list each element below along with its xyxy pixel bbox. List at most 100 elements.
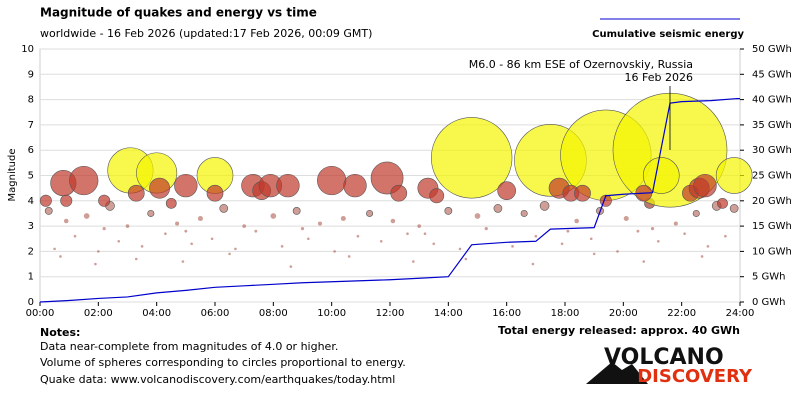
y-tick-label: 0 <box>28 297 34 308</box>
annotation: 16 Feb 2026 <box>625 71 693 84</box>
logo-text: DISCOVERY <box>637 366 753 387</box>
quake <box>623 215 629 222</box>
quake <box>692 209 700 217</box>
quake <box>724 234 727 238</box>
y2-tick-label: 35 GWh <box>752 120 792 131</box>
logo-text: VOLCANO <box>604 345 724 370</box>
quake <box>317 221 323 226</box>
x-tick-label: 02:00 <box>84 308 113 319</box>
quake <box>520 209 528 217</box>
quake <box>539 201 550 211</box>
quake <box>406 232 409 235</box>
quake <box>280 245 284 248</box>
total-energy: Total energy released: approx. 40 GWh <box>498 324 740 337</box>
quake <box>317 165 347 196</box>
y2-tick-label: 15 GWh <box>752 221 792 232</box>
x-tick-label: 10:00 <box>317 308 346 319</box>
quake <box>147 209 155 217</box>
quake <box>340 215 346 222</box>
quake <box>493 204 503 213</box>
quake <box>165 197 177 209</box>
x-tick-label: 24:00 <box>726 308 755 319</box>
quake <box>566 229 570 233</box>
quake <box>333 250 336 253</box>
y2-tick-label: 20 GWh <box>752 196 792 207</box>
quake <box>97 250 100 253</box>
quake <box>589 237 593 241</box>
quake <box>149 177 171 199</box>
legend-label: Cumulative seismic energy <box>592 29 744 40</box>
quake <box>650 227 655 231</box>
x-tick-label: 08:00 <box>259 308 288 319</box>
quake <box>642 260 646 263</box>
quake <box>706 245 710 248</box>
x-tick-label: 20:00 <box>609 308 638 319</box>
y-tick-label: 10 <box>21 44 34 55</box>
quake <box>181 260 185 263</box>
quake <box>390 184 408 202</box>
quake <box>242 224 246 228</box>
quake <box>534 234 538 238</box>
quake <box>184 229 188 233</box>
quake <box>292 207 301 215</box>
quake <box>379 239 383 243</box>
quake <box>458 247 462 251</box>
y-tick-label: 9 <box>28 69 34 80</box>
quake <box>307 237 310 241</box>
quake <box>228 252 231 256</box>
y-tick-label: 8 <box>28 95 34 106</box>
annotation: M6.0 - 86 km ESE of Ozernovskiy, Russia <box>469 58 693 71</box>
quake <box>270 213 277 219</box>
quake <box>289 265 293 268</box>
y-tick-label: 1 <box>28 272 34 283</box>
quake <box>715 157 753 194</box>
quake <box>474 213 481 219</box>
quake <box>484 227 488 231</box>
quake <box>44 207 53 215</box>
quake <box>560 242 564 246</box>
quake <box>616 250 619 253</box>
energy-line <box>39 97 740 303</box>
x-tick-label: 12:00 <box>376 308 405 319</box>
y2-tick-label: 50 GWh <box>752 44 792 55</box>
quake <box>366 209 374 217</box>
y-tick-label: 3 <box>28 221 34 232</box>
notes-title: Notes: <box>40 326 80 339</box>
quake <box>574 184 591 202</box>
y-axis-label: Magnitude <box>7 149 18 202</box>
quake <box>174 173 198 198</box>
chart-subtitle: worldwide - 16 Feb 2026 (updated:17 Feb … <box>40 27 372 40</box>
x-tick-label: 06:00 <box>201 308 230 319</box>
quake <box>197 215 203 222</box>
note: Volume of spheres corresponding to circl… <box>40 356 406 369</box>
quake <box>140 245 144 248</box>
quake <box>343 173 367 198</box>
y2-tick-label: 0 GWh <box>752 297 786 308</box>
x-tick-label: 14:00 <box>434 308 463 319</box>
y2-tick-label: 40 GWh <box>752 95 792 106</box>
quake <box>60 194 73 207</box>
quake <box>717 197 728 209</box>
note: Data near-complete from magnitudes of 4.… <box>40 340 338 353</box>
y2-tick-label: 5 GWh <box>752 272 786 283</box>
quake <box>356 234 360 238</box>
quake <box>497 181 517 201</box>
quake <box>729 204 739 213</box>
quake <box>102 227 106 231</box>
x-tick-label: 00:00 <box>26 308 55 319</box>
quake <box>125 224 130 228</box>
quake <box>63 218 69 224</box>
y-tick-label: 6 <box>28 145 34 156</box>
quake <box>254 229 258 233</box>
quake <box>432 242 436 246</box>
quake <box>69 165 99 196</box>
logo-icon <box>586 362 648 384</box>
y-tick-label: 5 <box>28 171 34 182</box>
y-tick-label: 7 <box>28 120 34 131</box>
quake <box>429 188 445 204</box>
y2-tick-label: 30 GWh <box>752 145 792 156</box>
quake <box>683 232 686 235</box>
quake <box>134 257 138 261</box>
quake <box>94 262 97 266</box>
